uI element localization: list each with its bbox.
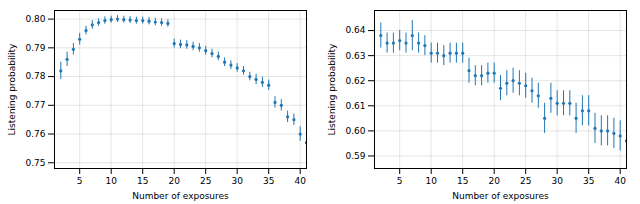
svg-text:0.78: 0.78 [25, 71, 45, 81]
svg-text:15: 15 [457, 176, 468, 186]
svg-text:Listening probability: Listening probability [327, 43, 337, 135]
svg-text:0.62: 0.62 [345, 76, 365, 86]
svg-text:15: 15 [137, 176, 148, 186]
svg-text:0.75: 0.75 [25, 158, 45, 168]
svg-text:25: 25 [520, 176, 531, 186]
svg-text:5: 5 [77, 176, 83, 186]
svg-text:30: 30 [551, 176, 563, 186]
svg-text:10: 10 [105, 176, 117, 186]
svg-text:0.60: 0.60 [345, 126, 365, 136]
svg-text:0.63: 0.63 [345, 51, 365, 61]
svg-text:5: 5 [397, 176, 403, 186]
svg-text:0.79: 0.79 [25, 43, 45, 53]
svg-text:0.64: 0.64 [345, 25, 365, 35]
svg-text:40: 40 [614, 176, 626, 186]
svg-text:20: 20 [168, 176, 180, 186]
svg-text:0.77: 0.77 [25, 100, 45, 110]
svg-text:35: 35 [263, 176, 274, 186]
svg-text:30: 30 [231, 176, 243, 186]
svg-text:0.76: 0.76 [25, 129, 45, 139]
svg-text:35: 35 [583, 176, 594, 186]
svg-text:25: 25 [200, 176, 211, 186]
svg-text:20: 20 [488, 176, 500, 186]
svg-text:Listening probability: Listening probability [7, 43, 17, 135]
svg-text:0.80: 0.80 [25, 14, 45, 24]
svg-text:10: 10 [425, 176, 437, 186]
svg-text:40: 40 [294, 176, 306, 186]
svg-text:0.61: 0.61 [345, 101, 365, 111]
svg-text:Number of exposures: Number of exposures [132, 191, 229, 201]
svg-text:0.59: 0.59 [345, 151, 365, 161]
svg-text:Number of exposures: Number of exposures [452, 191, 549, 201]
